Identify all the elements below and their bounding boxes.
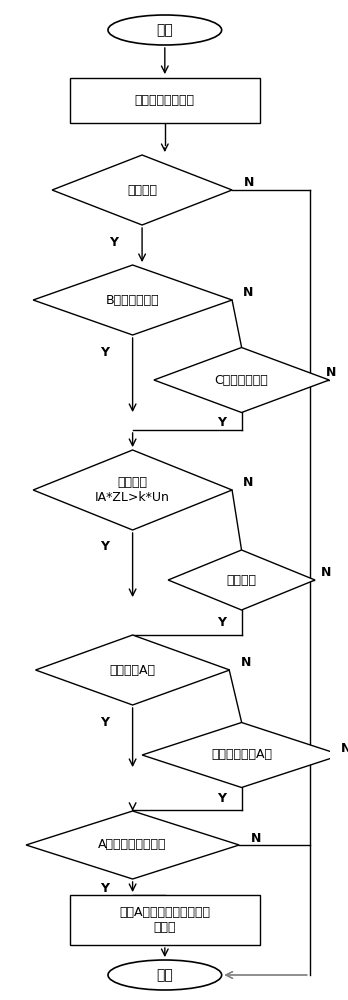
Polygon shape bbox=[33, 450, 232, 530]
Text: Y: Y bbox=[217, 792, 226, 804]
Text: Y: Y bbox=[100, 716, 109, 728]
Text: N: N bbox=[341, 742, 348, 754]
Text: N: N bbox=[326, 366, 337, 379]
Text: 阻抗方向: 阻抗方向 bbox=[227, 574, 256, 586]
Ellipse shape bbox=[108, 15, 222, 45]
Text: N: N bbox=[321, 566, 331, 578]
Text: N: N bbox=[241, 656, 252, 670]
Text: 电压判别
IA*ZL>k*Un: 电压判别 IA*ZL>k*Un bbox=[95, 476, 170, 504]
Text: Y: Y bbox=[100, 882, 109, 894]
Text: 对侧非全相选A区: 对侧非全相选A区 bbox=[211, 748, 272, 762]
Text: N: N bbox=[243, 286, 253, 300]
Polygon shape bbox=[154, 348, 329, 412]
Text: 非全相选A区: 非全相选A区 bbox=[110, 664, 156, 676]
Text: 开始: 开始 bbox=[157, 23, 173, 37]
Text: C相是否非全相: C相是否非全相 bbox=[215, 373, 268, 386]
Text: N: N bbox=[244, 176, 254, 188]
Text: 结束: 结束 bbox=[157, 968, 173, 982]
Text: 输出A相非全相接地距离开
放标志: 输出A相非全相接地距离开 放标志 bbox=[119, 906, 210, 934]
Text: Y: Y bbox=[217, 615, 226, 629]
Polygon shape bbox=[33, 265, 232, 335]
Text: N: N bbox=[251, 832, 261, 844]
Text: 保护启动: 保护启动 bbox=[127, 184, 157, 196]
Text: Y: Y bbox=[100, 346, 109, 359]
Polygon shape bbox=[168, 550, 315, 610]
Text: Y: Y bbox=[109, 235, 118, 248]
Polygon shape bbox=[52, 155, 232, 225]
Text: 保护启动判别逻辑: 保护启动判别逻辑 bbox=[135, 94, 195, 106]
Bar bbox=[70, 78, 260, 122]
Bar bbox=[70, 895, 260, 945]
Text: B相是否非全相: B相是否非全相 bbox=[106, 294, 159, 306]
Polygon shape bbox=[142, 722, 341, 788]
Polygon shape bbox=[26, 811, 239, 879]
Text: N: N bbox=[243, 477, 253, 489]
Polygon shape bbox=[35, 635, 230, 705]
Ellipse shape bbox=[108, 960, 222, 990]
Text: Y: Y bbox=[100, 540, 109, 554]
Text: A相接地四边形动作: A相接地四边形动作 bbox=[98, 838, 167, 852]
Text: Y: Y bbox=[217, 416, 226, 428]
